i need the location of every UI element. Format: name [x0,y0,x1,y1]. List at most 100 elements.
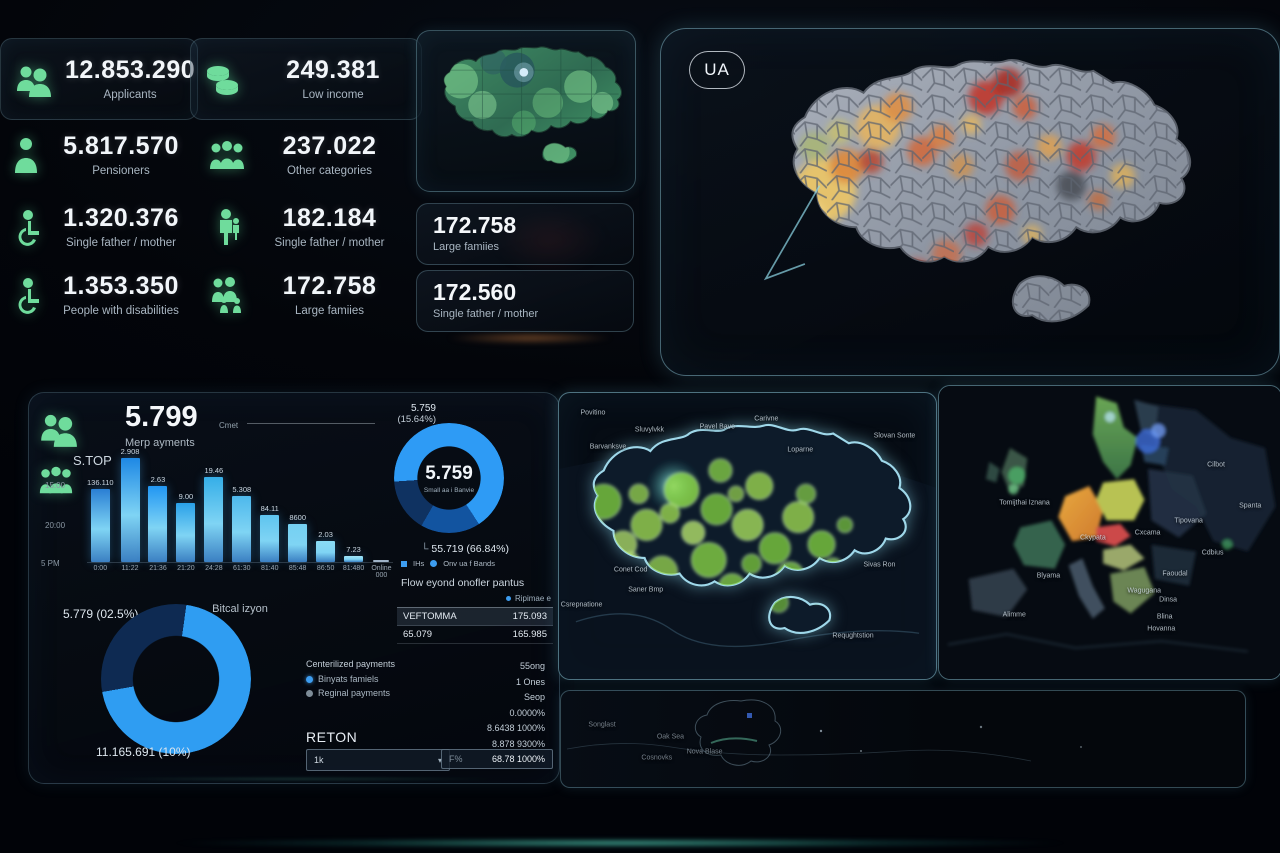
stat-card-pensioners[interactable]: 5.817.570 Pensioners [4,132,184,178]
payments-headline-value: 5.799 [125,401,198,433]
donut1-bottom-label: └ 55.719 (66.84%) [421,543,510,555]
bar[interactable] [316,540,336,562]
bar[interactable] [260,514,280,562]
europe-map-panel[interactable]: Tomijthai Iznana Ckypata Cxcama Tipovana Cdb… [938,385,1280,680]
donut-center: 5.759 Small aa i Banvie [394,423,504,533]
applicants-icon [11,57,55,101]
map-label: Carivne [754,415,779,423]
map-label: Slovan Sonte [873,432,916,440]
bar[interactable] [344,556,364,562]
x-tick-label: 11:22 [121,565,139,572]
y-tick: 5 PM [41,559,60,568]
mini-card-single-parent[interactable]: 172.560 Single father / mother [416,270,634,332]
bar-column: 9.00 21:20 [174,444,197,572]
legend-item[interactable]: Onv ua f Bands [443,559,495,568]
bar-value-label: 2.03 [318,529,333,539]
strip-map[interactable] [561,691,1245,787]
map-label: Cilbot [1207,461,1225,469]
europe-map-labels: Tomijthai Iznana Ckypata Cxcama Tipovana Cdb… [939,386,1280,679]
stat-label: Large famiies [294,305,365,317]
donut-chart-payments[interactable] [101,604,251,754]
reton-dropdown[interactable]: 1k ▾ [306,749,450,771]
flow-link[interactable]: Ripimae e [401,594,551,603]
map-label: Conet Cod [613,566,648,574]
legend-item[interactable]: IHs [413,559,425,568]
stat-card-large-families[interactable]: 172.758 Large famiies [205,272,400,318]
map-label: Nova Blase [686,748,723,756]
chevron-down-icon: ▾ [437,755,442,765]
map-label: Sluvylvkk [634,426,665,434]
bar[interactable] [373,560,390,562]
legend-item[interactable]: Reginal payments [306,688,395,698]
stat-card-other-categories[interactable]: 237.022 Other categories [205,132,400,178]
table-row[interactable]: VEFTOMMA 175.093 [397,607,553,626]
mini-card-large-families[interactable]: 172.758 Large famiies [416,203,634,265]
map-label: Dinsa [1159,596,1178,604]
bar-value-label: 9.00 [178,492,194,501]
map-label: Blina [1156,613,1173,621]
legend-title: Centerilized payments [306,659,396,669]
single-parent-icon [205,205,249,249]
donut1-legend: IHs Onv ua f Bands [401,559,495,568]
bar-value-label: 7.23 [346,545,361,555]
stat-label: Single father / mother [274,237,385,249]
chart-section-label: S.TOP [73,453,112,468]
table-row[interactable]: 65.079 165.985 [397,626,553,644]
bottom-strip-map-panel[interactable]: Songlast Oak Sea Cosnovks Nova Blase [560,690,1246,788]
payments-panel: 5.799 Cmet Merp ayments S.TOP 15:00 20:0… [28,392,560,784]
bar[interactable] [90,488,110,562]
bar[interactable] [148,486,168,562]
y-tick: 15:00 [45,481,66,490]
pensioner-icon [4,133,48,177]
bubble-map-labels: Povitino Sluvylvkk Barvanksve Carivne Pavel … [559,393,936,679]
bubble-map-panel[interactable]: Povitino Sluvylvkk Barvanksve Carivne Pavel … [558,392,937,680]
stat-card-single-parent-1[interactable]: 1.320.376 Single father / mother [4,204,184,250]
europe-map[interactable] [939,386,1280,679]
stat-card-low-income[interactable]: 249.381 Low income [190,38,422,120]
map-label: Spanta [1239,502,1262,510]
stat-value: 237.022 [282,132,377,160]
stat-label: Single father / mother [66,237,176,249]
value-row: 1 Ones [515,676,545,687]
bar-column: Online 000 [370,444,393,579]
bubble-map[interactable] [559,393,936,679]
bar[interactable] [204,477,224,562]
table-cell: 175.093 [512,611,547,622]
map-label: Cdbius [1201,549,1224,557]
stat-card-single-parent-2[interactable]: 182.184 Single father / mother [205,204,400,250]
x-tick-label: 86:50 [316,565,335,572]
x-tick-label: Online 000 [371,565,392,579]
ua-heatmap-panel[interactable]: UA [660,28,1280,376]
percent-input[interactable]: F% 68.78 1000% [441,749,553,769]
reton-label: RETON [306,729,358,745]
input-value: 68.78 1000% [491,754,545,764]
donut-ring[interactable] [394,423,504,533]
large-family-icon [205,273,249,317]
ukraine-regions-map-card[interactable] [416,30,636,192]
donut1-top-label: 5.759 (15.64%) [397,403,436,425]
flow-section-title: Flow eyond onofler pantus [401,577,525,589]
value-row: 0.0000% [509,707,545,718]
legend-swatch[interactable] [430,560,438,567]
ua-mosaic-map[interactable] [681,39,1271,369]
map-label: Tomijthai Iznana [999,499,1050,507]
bar[interactable] [288,524,308,562]
bar[interactable] [232,495,252,562]
bar[interactable] [120,458,140,562]
map-label: Alimme [1002,611,1026,619]
donut-chart-small-families[interactable]: 5.759 Small aa i Banvie [394,423,504,533]
bar-column: 19.46 24:28 [202,444,225,572]
country-badge[interactable]: UA [689,51,745,89]
x-tick-label: 21:20 [177,565,195,572]
stat-card-applicants[interactable]: 12.853.290 Applicants [0,38,198,120]
people-pair-icon [37,407,79,449]
donut-ring[interactable] [101,604,251,754]
x-tick-label: 24:28 [205,565,223,572]
legend-swatch[interactable] [401,560,407,567]
bar[interactable] [176,503,196,562]
coins-icon [201,57,245,101]
stat-card-disabilities[interactable]: 1.353.350 People with disabilities [4,272,184,318]
stat-label: Applicants [103,88,157,101]
map-label: Barvanksve [589,443,627,451]
legend-item[interactable]: Binyats famiels [306,674,395,684]
